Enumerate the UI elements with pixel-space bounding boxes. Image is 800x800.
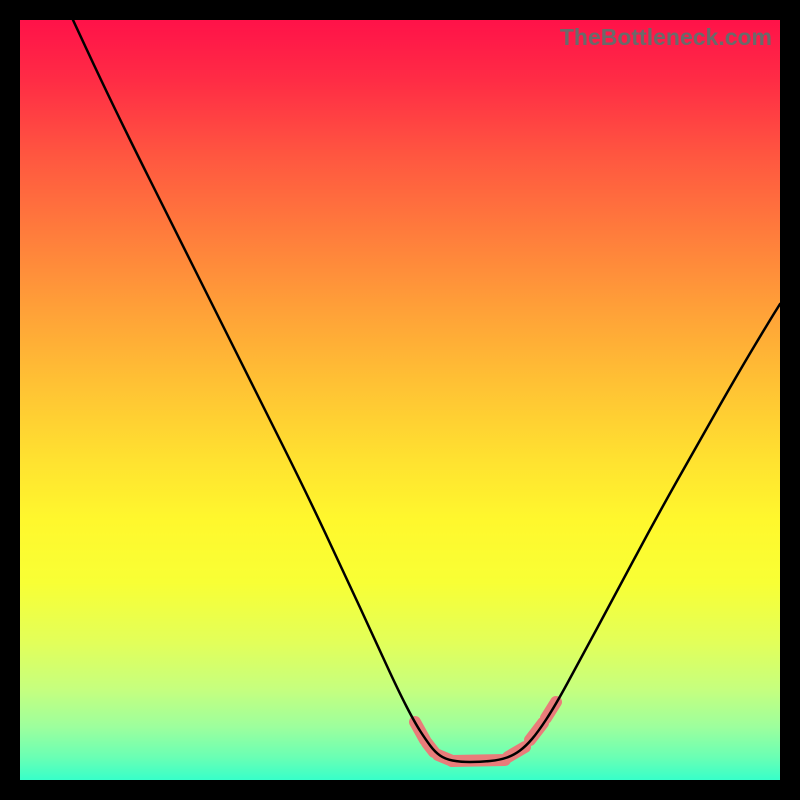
plot-area: TheBottleneck.com [20,20,780,780]
bottleneck-curve [73,20,780,762]
watermark-text: TheBottleneck.com [560,24,772,51]
bottleneck-curve-svg [20,20,780,780]
